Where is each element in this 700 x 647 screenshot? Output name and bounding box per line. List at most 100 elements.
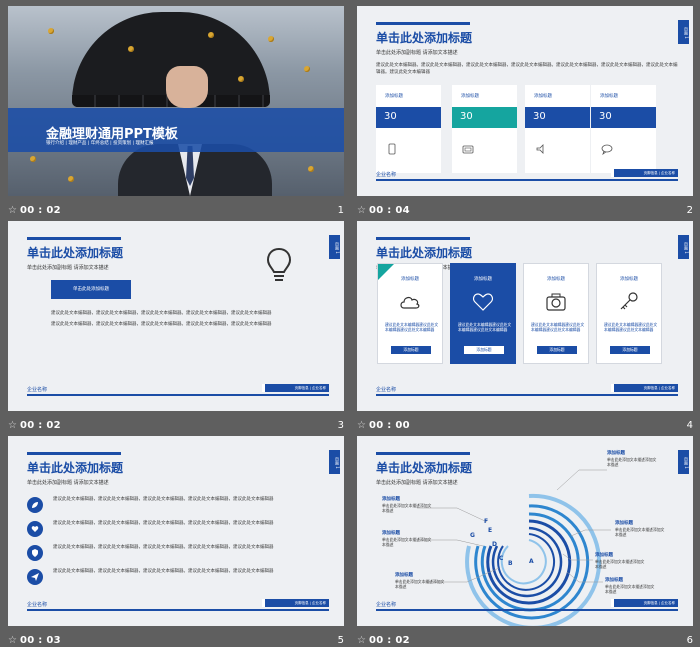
slide-info-bar: ☆ 00 : 02 6 [357,633,693,647]
slide-number: 4 [686,420,693,431]
star-icon[interactable]: ☆ [8,635,17,646]
slide-title: 单击此处添加标题 [376,246,473,260]
footer-chapter: 页脚信息 | 企业名称 [611,169,678,177]
arc-ring-d [486,519,572,605]
coin-decoration [308,166,314,172]
star-icon[interactable]: ☆ [357,635,366,646]
camera-icon [546,293,566,311]
slide-info-bar: ☆ 00 : 02 1 [8,203,344,221]
footer-line [376,394,678,396]
slide-info-bar: ☆ 00 : 02 3 [8,418,344,436]
slide-subtitle: 单击此处添加副标题 请添加文本描述 [27,480,109,486]
paragraph-text: 建议此处文本编辑器，建议此处文本编辑器，建议此处文本编辑器。建议此处文本编辑器，… [51,322,272,327]
item-title: 添加标题 [607,451,625,456]
arc-letter: D [492,541,497,548]
leader-line [417,539,484,547]
slide-time: 00 : 03 [20,635,61,646]
slide-footer: 企业名称 页脚信息 | 企业名称 [27,384,329,396]
item-title: 添加标题 [605,578,623,583]
slide-subtitle: 单击此处添加副标题 请添加文本描述 [376,50,458,56]
footer-company: 企业名称 [27,387,48,393]
list-badge [27,521,43,537]
concentric-arc-diagram [417,469,611,626]
coin-decoration [268,36,274,42]
slide-2-canvas: 单击此处添加标题 单击此处添加副标题 请添加文本描述 页面 1 建议此处文本编辑… [357,6,693,196]
stat-value: 30 [591,107,656,128]
slide-subtitle: 单击此处添加副标题 请添加文本描述 [27,265,109,271]
leader-line [425,567,500,583]
side-tag: 页面 1 [678,20,689,44]
leader-line [562,553,593,561]
stat-label: 添加标题 [461,94,479,99]
arc-ring-a [465,493,602,626]
slide-header: 单击此处添加标题 单击此处添加副标题 请添加文本描述 [27,237,123,271]
list-item: 建议此处文本编辑器，建议此处文本编辑器，建议此处文本编辑器。建议此处文本编辑器，… [27,494,307,516]
star-icon[interactable]: ☆ [357,420,366,431]
feature-button: 添加标题 [610,346,650,354]
leaf-icon [32,502,38,508]
slide-number: 6 [686,635,693,646]
feature-title: 添加标题 [547,277,565,282]
list-text: 建议此处文本编辑器，建议此处文本编辑器，建议此处文本编辑器。建议此处文本编辑器，… [53,545,274,550]
key-icon [620,292,638,310]
item-desc: 单击此处添加文本描述添加文本描述 [607,457,657,467]
header-accent-bar [27,452,121,455]
speaker-icon [536,144,544,154]
heart-icon [31,526,39,532]
footer-chapter: 页脚信息 | 企业名称 [611,599,678,607]
stat-label: 添加标题 [534,94,552,99]
header-accent-bar [27,237,121,240]
feature-desc: 建议此处文本编辑器建议此处文本编辑器建议此处文本编辑器 [458,322,512,332]
list-item: 建议此处文本编辑器，建议此处文本编辑器，建议此处文本编辑器。建议此处文本编辑器，… [27,566,307,588]
stat-card: 添加标题 30 [591,85,656,173]
header-accent-bar [376,237,470,240]
star-icon[interactable]: ☆ [8,205,17,216]
stat-label: 添加标题 [385,94,403,99]
leader-line [417,507,488,523]
feature-button: 添加标题 [391,346,431,354]
description-text: 建议此处文本编辑器。建议此处文本编辑器，建议此处文本编辑器，建议此处文本编辑器。… [376,63,678,75]
star-icon[interactable]: ☆ [8,420,17,431]
paragraph-block: 建议此处文本编辑器，建议此处文本编辑器，建议此处文本编辑器。建议此处文本编辑器，… [51,310,291,328]
footer-line [376,179,678,181]
coin-decoration [30,156,36,162]
side-tag: 页面 1 [329,450,340,474]
feature-card-active: 添加标题 建议此处文本编辑器建议此处文本编辑器建议此处文本编辑器 添加标题 [450,263,516,364]
leader-line [556,469,607,491]
shield-icon [32,549,38,557]
header-accent-bar [376,22,470,25]
slide-number: 5 [337,635,344,646]
slide-header: 单击此处添加标题 单击此处添加副标题 请添加文本描述 [376,452,472,486]
slide-info-bar: ☆ 00 : 03 5 [8,633,344,647]
item-desc: 单击此处添加文本描述添加文本描述 [595,559,645,569]
star-icon[interactable]: ☆ [357,205,366,216]
arc-ring-c [480,512,580,612]
slide-footer: 企业名称 页脚信息 | 企业名称 [27,599,329,611]
stat-label: 添加标题 [600,94,618,99]
feature-button: 添加标题 [537,346,577,354]
slide-time: 00 : 00 [369,420,410,431]
arc-letter: E [488,527,493,534]
arc-letter: F [484,518,489,525]
list-badge [27,569,43,585]
slide-number: 3 [337,420,344,431]
heart-icon [472,293,494,311]
feature-card: 添加标题 建议此处文本编辑器建议此处文本编辑器建议此处文本编辑器 添加标题 [377,263,443,364]
stat-value: 30 [376,107,441,128]
arc-letter: G [470,532,475,539]
phone-icon [388,143,396,155]
side-tag: 页面 1 [329,235,340,259]
leader-line [566,571,603,583]
lightbulb-icon [266,247,292,281]
slide-1-canvas: 金融理财通用PPT模板 银行介绍 | 理财产品 | 年终总结 | 投资策划 | … [8,6,344,196]
feature-button: 添加标题 [464,346,504,354]
card-icon [462,145,474,154]
footer-chapter: 页脚信息 | 企业名称 [262,384,329,392]
stat-card: 添加标题 30 [525,85,590,173]
slide-subtitle: 单击此处添加副标题 请添加文本描述 [376,480,458,486]
arc-rings [465,493,602,626]
footer-company: 企业名称 [376,387,397,393]
leader-line [570,529,611,537]
slide-number: 2 [686,205,693,216]
arc-letter: C [499,555,504,562]
